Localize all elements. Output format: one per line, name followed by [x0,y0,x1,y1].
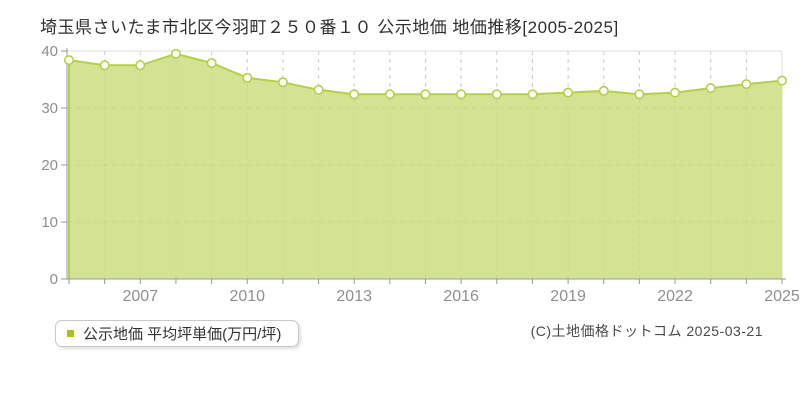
data-point-2023[interactable] [705,83,716,94]
legend-series-marker-icon [67,330,74,337]
data-point-2007[interactable] [135,60,146,71]
legend-series-label: 公示地価 平均坪単価(万円/坪) [83,326,282,343]
price-line [68,52,783,279]
y-tick-label: 20 [41,157,58,174]
x-tick-label: 2025 [764,288,800,305]
y-tick-label: 30 [41,100,58,117]
data-point-2014[interactable] [384,89,395,100]
y-axis-labels: 0 10 20 30 40 [41,43,67,288]
data-point-2012[interactable] [313,84,324,95]
price-area-fill [69,53,782,279]
data-point-2017[interactable] [491,89,502,100]
y-tick-label: 40 [41,43,58,60]
price-trend-chart: 0 10 20 30 40 2007 2010 2013 2016 2019 2022 2025 [41,43,800,305]
data-point-2019[interactable] [563,87,574,98]
x-tick-label: 2010 [229,288,265,305]
data-point-2016[interactable] [456,89,467,100]
data-point-2013[interactable] [349,89,360,100]
data-point-2015[interactable] [420,89,431,100]
x-tick-label: 2019 [550,288,586,305]
data-point-2008[interactable] [170,48,181,59]
y-tick-label: 0 [50,271,58,288]
y-tick-label: 10 [41,214,58,231]
chart-svg: 0 10 20 30 40 2007 2010 2013 2016 2019 2022 2025 [41,43,800,305]
data-point-2010[interactable] [242,72,253,83]
data-point-2009[interactable] [206,57,217,68]
data-point-2018[interactable] [527,89,538,100]
x-tick-label: 2016 [443,288,479,305]
x-tick-label: 2022 [657,288,693,305]
legend: 公示地価 平均坪単価(万円/坪) [55,320,300,347]
data-point-2020[interactable] [598,85,609,96]
data-points [64,48,787,100]
data-point-2024[interactable] [741,79,752,90]
copyright-text: (C)土地価格ドットコム 2025-03-21 [530,323,763,339]
page-title: 埼玉県さいたま市北区今羽町２５０番１０ 公示地価 地価推移[2005-2025] [40,18,619,37]
data-point-2025[interactable] [776,75,787,86]
data-point-2011[interactable] [277,77,288,88]
x-tick-label: 2013 [336,288,372,305]
data-point-2006[interactable] [99,60,110,71]
x-tick-label: 2007 [123,288,159,305]
data-point-2022[interactable] [669,87,680,98]
data-point-2005[interactable] [64,55,75,66]
x-axis-labels: 2007 2010 2013 2016 2019 2022 2025 [68,279,800,305]
data-point-2021[interactable] [634,89,645,100]
